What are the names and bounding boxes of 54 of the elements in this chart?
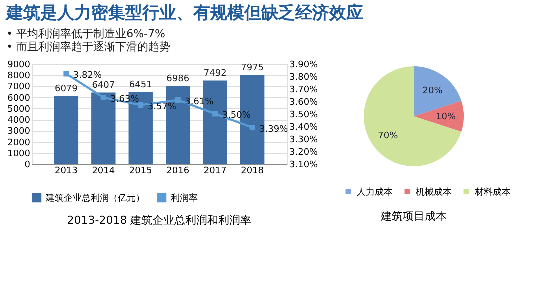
point: [250, 125, 256, 130]
point: [100, 95, 106, 100]
data-label: 6986: [166, 74, 190, 84]
text: • 平均利润率低于制造业6%-7%: [6, 28, 166, 40]
y2-tick-label: 3.80%: [290, 73, 319, 83]
y-tick-label: 5000: [8, 104, 31, 115]
x-tick-label: 2017: [204, 166, 227, 176]
x-tick-label: 2016: [166, 166, 190, 176]
x-tick-label: 2018: [241, 166, 264, 176]
data-label: 6451: [129, 80, 152, 90]
legend-label: 机械成本: [416, 186, 452, 198]
x-tick-label: 2013: [54, 166, 78, 176]
point: [138, 102, 144, 108]
data-label: 70%: [378, 131, 399, 142]
data-label: 6079: [54, 84, 78, 94]
y2-tick-label: 3.30%: [290, 136, 319, 146]
y2-tick-label: 3.10%: [290, 160, 319, 170]
y-tick-label: 7000: [8, 82, 31, 93]
y-tick-label: 4000: [8, 116, 31, 126]
legend-label: 人力成本: [357, 186, 393, 198]
y-tick-label: 6000: [8, 94, 31, 104]
pie-slice: [364, 66, 462, 166]
x-tick-label: 2015: [129, 166, 152, 176]
data-label: 6407: [92, 80, 116, 91]
point: [64, 71, 70, 77]
text: • 而且利润率趋于逐渐下滑的趋势: [6, 40, 171, 54]
y-tick-label: 2000: [8, 138, 31, 148]
y-tick-label: 8000: [8, 72, 31, 82]
y-tick-label: 1000: [8, 149, 31, 160]
y2-tick-label: 3.20%: [290, 148, 319, 158]
data-label: 7492: [204, 68, 227, 79]
pie-slice: [414, 101, 464, 132]
y2-tick-label: 3.70%: [290, 86, 319, 96]
legend-label: 利润率: [171, 193, 198, 204]
text: 2013-2018 建筑企业总利润和利润率: [67, 214, 252, 227]
y-tick-label: 0: [24, 160, 31, 170]
data-label: 3.82%: [73, 71, 102, 81]
point: [175, 98, 181, 103]
data-label: 10%: [436, 112, 456, 122]
chart-title: 建筑是人力密集型行业、有规模但缺乏经济效应: [4, 4, 364, 24]
y2-tick-label: 3.60%: [290, 98, 319, 108]
data-label: 20%: [422, 86, 444, 97]
legend-label: 建筑企业总利润（亿元）: [45, 193, 145, 204]
point: [212, 111, 218, 117]
legend-label: 材料成本: [474, 186, 511, 198]
x-tick-label: 2014: [92, 166, 116, 176]
data-label: 7975: [241, 63, 264, 74]
y2-tick-label: 3.90%: [290, 60, 319, 70]
y2-tick-label: 3.40%: [290, 123, 319, 133]
y-tick-label: 3000: [8, 127, 31, 138]
bar: [54, 96, 79, 164]
text: 建筑项目成本: [380, 210, 447, 223]
y-tick-label: 9000: [8, 60, 31, 70]
y2-tick-label: 3.50%: [290, 110, 319, 120]
